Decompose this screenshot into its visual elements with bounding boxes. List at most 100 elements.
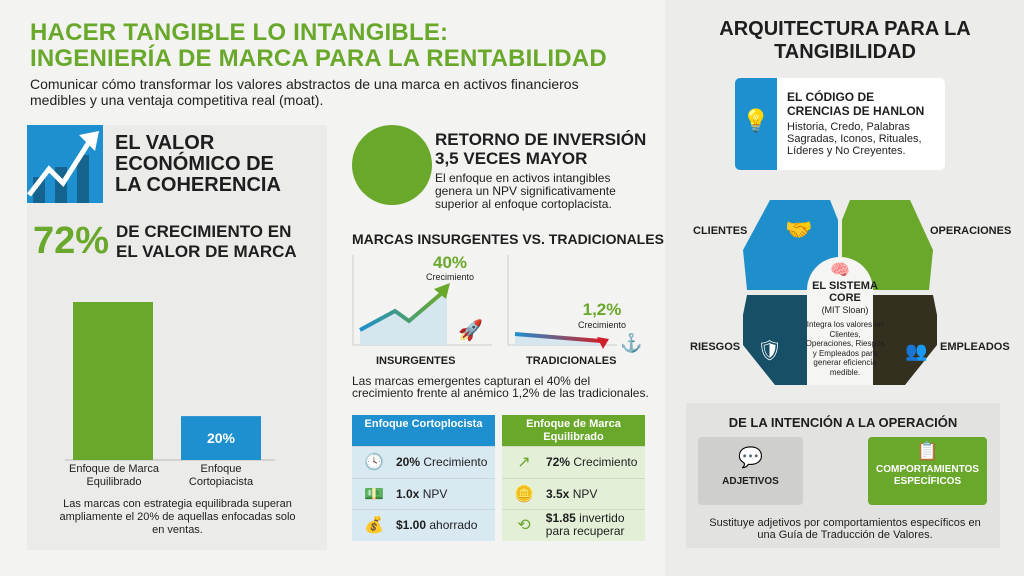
label-clientes: CLIENTES: [693, 225, 748, 237]
coherence-heading: EL VALOR ECONÓMICO DE LA COHERENCIA: [115, 133, 281, 196]
stat-line: EL VALOR DE MARCA: [116, 242, 297, 261]
people-icon: 👥: [905, 341, 927, 361]
insurgents-chart: [352, 255, 492, 346]
roi-circle: [352, 125, 432, 205]
bar-chart: 20%: [65, 302, 275, 461]
table-row: 💵 1.0x NPV: [352, 477, 495, 510]
shield-icon: 🛡: [757, 340, 782, 362]
row-text: invertido para recuperar: [545, 511, 625, 539]
row-value: 72%: [546, 455, 571, 470]
coherence-caption: Las marcas con estrategia equilibrada su…: [59, 498, 296, 536]
coins-icon: 🪙: [514, 485, 534, 503]
core-sub: (MIT Sloan): [821, 305, 869, 315]
insurgents-label: INSURGENTES: [376, 355, 456, 367]
bar-1: [181, 416, 261, 460]
title-line: TANGIBILIDAD: [774, 41, 916, 63]
label-line: ESPECÍFICOS: [893, 476, 962, 487]
hanlon-heading: EL CÓDIGO DE CRENCIAS DE HANLON: [787, 90, 924, 118]
label-empleados: EMPLEADOS: [940, 341, 1010, 353]
row-value: $1.85: [545, 511, 576, 526]
question-bubble-icon: 💬: [738, 447, 763, 469]
core-center: [807, 257, 873, 385]
heading-line: CORE: [829, 292, 861, 304]
insurgents-heading: MARCAS INSURGENTES VS. TRADICIONALES: [352, 231, 664, 247]
bar-label-1: Enfoque Cortopiacista: [188, 463, 254, 488]
table-header: Enfoque de Marca Equilibrado: [502, 415, 645, 446]
refund-dollar-icon: ⟲: [517, 516, 531, 534]
intention-heading: DE LA INTENCIÓN A LA OPERACIÓN: [728, 415, 958, 430]
row-text: Crecimiento: [420, 455, 488, 470]
stat-line: DE CRECIMIENTO EN: [116, 222, 292, 241]
core-text: Integra los valores en Clientes, Operaci…: [805, 320, 885, 377]
row-value: 20%: [396, 455, 421, 470]
heading-line: ECONÓMICO DE: [115, 153, 274, 175]
growth-chart-icon: [27, 125, 103, 203]
lightbulb-icon: 💡: [735, 78, 777, 170]
traditionals-sub: Crecimiento: [577, 320, 626, 330]
bar-label-0: Enfoque de Marca Equilibrado: [69, 463, 159, 488]
page-subtitle: Comunicar cómo transformar los valores a…: [30, 76, 579, 108]
architecture-title: ARQUITECTURA PARA LA TANGIBILIDAD: [680, 18, 1010, 64]
heading-line: RETORNO DE INVERSIÓN: [435, 130, 647, 149]
row-value: $1.00: [396, 518, 427, 533]
rocket-icon: 🚀: [458, 320, 483, 342]
heading-line: EL VALOR: [115, 132, 215, 154]
intention-caption: Sustituye adjetivos por comportamientos …: [709, 517, 981, 541]
label-line: COMPORTAMIENTOS: [876, 464, 979, 475]
core-heading: EL SISTEMA CORE: [805, 280, 885, 304]
insurgents-sub: Crecimiento: [425, 272, 474, 282]
roi-text: El enfoque en activos intangibles genera…: [435, 171, 616, 211]
traditionals-chart: [507, 255, 617, 349]
heading-line: EL SISTEMA: [812, 280, 878, 292]
row-text: NPV: [569, 486, 598, 501]
hanlon-card: 💡 EL CÓDIGO DE CRENCIAS DE HANLON Histor…: [735, 78, 945, 170]
bar-0: [73, 302, 153, 460]
brain-icon: 🧠: [830, 261, 850, 279]
table-balanced: Enfoque de Marca Equilibrado ↗ 72% Crecim…: [502, 415, 645, 541]
label-riesgos: RIESGOS: [690, 341, 741, 353]
hanlon-text: Historia, Credo, Palabras Sagradas, Icon…: [787, 121, 922, 157]
table-row: ↗ 72% Crecimiento: [502, 446, 645, 478]
insurgents-value: 40%: [432, 253, 468, 272]
anchor-icon: ⚓: [620, 333, 643, 353]
trend-up-icon: ↗: [517, 454, 531, 472]
row-text: NPV: [419, 486, 448, 501]
handshake-icon: 🤝: [785, 217, 812, 242]
clock-icon: 🕓: [364, 454, 384, 472]
bar-data-label-1: 20%: [207, 430, 236, 446]
core-system-diagram: 🤝 🛡 👥 🧠: [743, 200, 937, 385]
title-line: ARQUITECTURA PARA LA: [719, 18, 971, 40]
row-value: 1.0x: [396, 486, 420, 501]
heading-line: LA COHERENCIA: [115, 174, 281, 196]
title-line-2: INGENIERÍA DE MARCA PARA LA RENTABILIDAD: [30, 45, 607, 72]
quadrant-operaciones: [842, 200, 933, 290]
checklist-icon: 📋: [916, 441, 939, 461]
heading-line: 3,5 VECES MAYOR: [435, 149, 588, 168]
label-operaciones: OPERACIONES: [930, 225, 1012, 237]
traditionals-label: TRADICIONALES: [526, 355, 617, 367]
adjectives-card: 💬 ADJETIVOS: [698, 437, 803, 505]
title-line-1: HACER TANGIBLE LO INTANGIBLE:: [30, 19, 449, 46]
behaviors-card: 📋 COMPORTAMIENTOS ESPECÍFICOS: [868, 437, 987, 505]
money-bag-icon: 💰: [364, 517, 384, 535]
page-title: HACER TANGIBLE LO INTANGIBLE: INGENIERÍA…: [30, 20, 607, 72]
roi-heading: RETORNO DE INVERSIÓN 3,5 VECES MAYOR: [435, 130, 646, 168]
row-value: 3.5x: [546, 486, 570, 501]
behaviors-label: COMPORTAMIENTOS ESPECÍFICOS: [868, 464, 987, 488]
banknote-icon: 💵: [364, 485, 384, 503]
traditionals-value: 1,2%: [582, 300, 622, 319]
table-row: ⟲ $1.85 invertido para recuperar: [502, 509, 645, 541]
table-row: 💰 $1.00 ahorrado: [352, 509, 495, 541]
row-text: ahorrado: [426, 518, 478, 533]
table-row: 🕓 20% Crecimiento: [352, 446, 495, 478]
insurgents-caption: Las marcas emergentes capturan el 40% de…: [352, 374, 649, 400]
row-text: Crecimiento: [570, 455, 638, 470]
quadrant-clientes: [743, 200, 838, 290]
heading-line: EL CÓDIGO DE: [787, 90, 875, 104]
stat-text: DE CRECIMIENTO EN EL VALOR DE MARCA: [116, 222, 297, 262]
heading-line: CRENCIAS DE HANLON: [787, 104, 925, 118]
table-short-term: Enfoque Cortoplocista 🕓 20% Crecimiento 💵…: [352, 415, 495, 541]
big-stat: 72%: [33, 220, 110, 262]
adjectives-label: ADJETIVOS: [722, 476, 779, 487]
table-row: 🪙 3.5x NPV: [502, 477, 645, 510]
